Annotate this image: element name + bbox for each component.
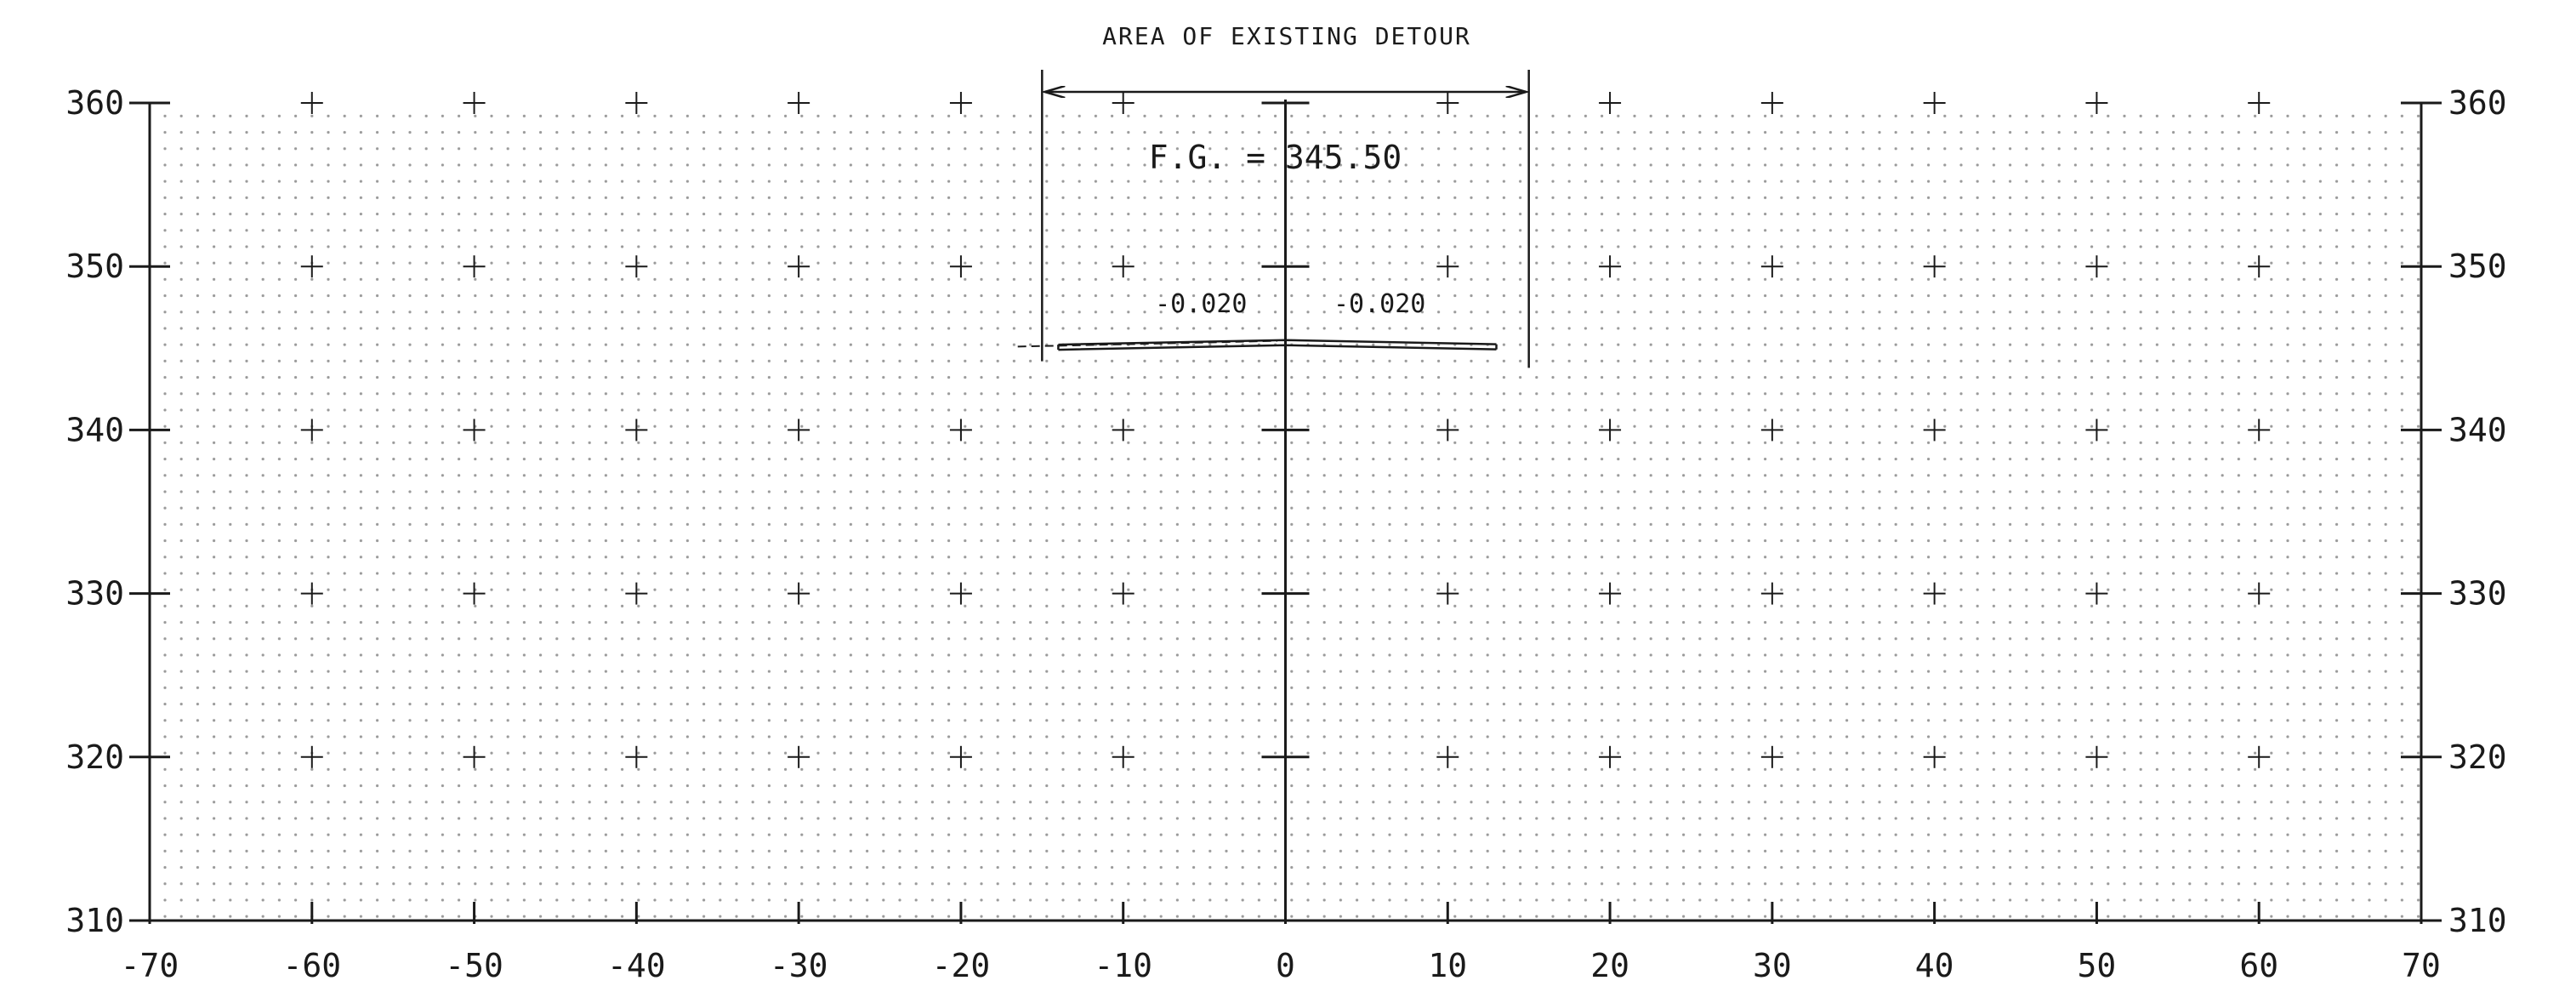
roadway-profile-bottom [1058,344,1497,351]
x-tick-label: 0 [1276,947,1295,984]
finished-grade-label: F.G. = 345.50 [1149,139,1402,176]
x-tick-label: -70 [121,947,179,984]
x-tick-label: 40 [1915,947,1954,984]
y-tick-label-left: 360 [65,84,124,122]
tick-labels: -70 -60 -50 -40 -30 -20 -10 0 10 20 30 40 50 60 70 360 3… [65,84,2506,984]
x-tick-label: 10 [1428,947,1467,984]
annotations [1017,70,1530,368]
x-tick-label: -30 [770,947,828,984]
y-tick-label-right: 320 [2448,738,2507,776]
y-tick-label-left: 330 [65,575,124,613]
x-tick-label: 30 [1753,947,1792,984]
axes [129,100,2442,924]
left-slope-label: -0.020 [1155,289,1247,319]
roadway-profile-top [1058,339,1497,346]
y-tick-label-right: 310 [2448,902,2507,939]
x-tick-label: -10 [1094,947,1152,984]
y-tick-label-right: 360 [2448,84,2507,122]
x-tick-label: 20 [1590,947,1629,984]
x-tick-label: -60 [282,947,341,984]
y-tick-label-left: 350 [65,248,124,285]
y-tick-label-right: 350 [2448,248,2507,285]
x-tick-label: -20 [932,947,991,984]
x-tick-label: 60 [2239,947,2278,984]
x-tick-label: 70 [2402,947,2441,984]
x-tick-label: 50 [2078,947,2117,984]
y-tick-label-left: 340 [65,411,124,448]
x-tick-label: -40 [607,947,666,984]
existing-ground-dashed-line [1017,339,1277,348]
right-slope-label: -0.020 [1333,289,1425,319]
x-tick-label: -50 [445,947,503,984]
y-tick-label-left: 310 [65,902,124,939]
y-tick-label-right: 330 [2448,575,2507,613]
y-tick-label-left: 320 [65,738,124,776]
y-tick-label-right: 340 [2448,411,2507,448]
drawing-title: AREA OF EXISTING DETOUR [1102,22,1471,50]
grid-plus-marks [300,92,2271,768]
